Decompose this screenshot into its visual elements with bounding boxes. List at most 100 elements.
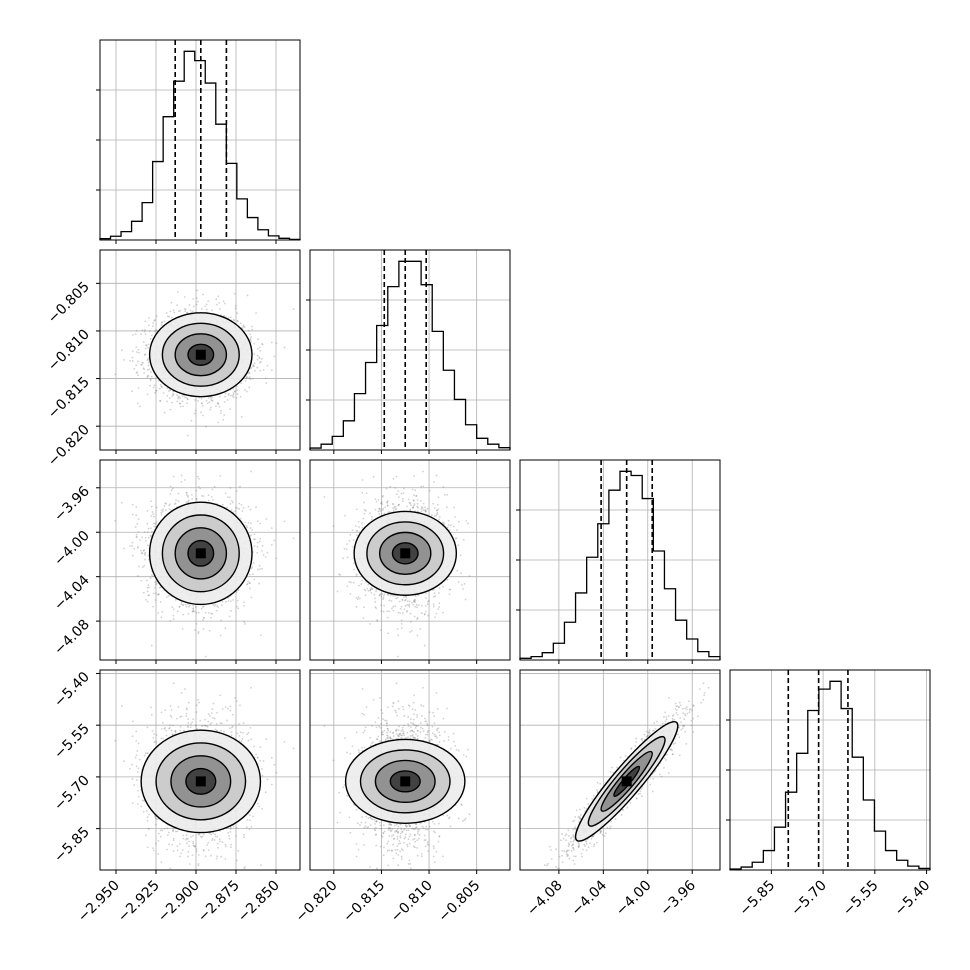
sample-point (207, 494, 210, 497)
sample-point (176, 304, 178, 307)
sample-point (154, 586, 156, 589)
sample-point (136, 371, 139, 374)
sample-point (226, 496, 229, 499)
sample-point (146, 586, 149, 589)
sample-point (207, 611, 210, 614)
sample-point (135, 514, 138, 517)
sample-point (375, 607, 378, 610)
sample-point (232, 396, 235, 399)
sample-point (292, 537, 295, 540)
sample-point (251, 566, 254, 568)
sample-point (292, 308, 295, 310)
sample-point (181, 400, 184, 403)
sample-point (259, 522, 262, 525)
sample-point (137, 374, 139, 376)
sample-point (433, 481, 435, 483)
sample-point (176, 400, 179, 403)
sample-point (244, 623, 246, 625)
sample-point (163, 504, 166, 507)
sample-point (147, 316, 150, 319)
sample-point (259, 634, 262, 637)
sample-point (146, 376, 149, 379)
panel-frame (99, 39, 301, 241)
sample-point (204, 655, 207, 658)
sample-point (187, 500, 189, 503)
sample-point (205, 425, 207, 428)
sample-point (211, 396, 214, 399)
sample-point (414, 595, 417, 598)
sample-point (248, 372, 251, 375)
y-tick-label: −0.820 (45, 422, 93, 470)
sample-point (231, 501, 234, 504)
sample-point (233, 319, 236, 322)
sample-point (159, 383, 162, 386)
sample-point (196, 289, 199, 292)
sample-point (141, 536, 144, 539)
sample-point (266, 551, 269, 554)
sample-point (261, 549, 263, 552)
sample-point (224, 395, 227, 398)
sample-point (230, 509, 233, 511)
sample-point (144, 354, 146, 356)
sample-point (224, 392, 227, 395)
sample-point (146, 531, 149, 533)
sample-point (244, 389, 246, 391)
sample-point (261, 567, 264, 570)
sample-point (179, 397, 181, 399)
sample-point (210, 616, 212, 619)
sample-point (214, 603, 217, 606)
sample-point (373, 593, 376, 596)
sample-point (144, 320, 147, 323)
sample-point (196, 300, 199, 303)
sample-point (217, 606, 219, 609)
sample-point (243, 605, 245, 607)
sample-point (182, 405, 185, 408)
sample-point (185, 491, 188, 494)
sample-point (143, 330, 146, 333)
sample-point (180, 603, 183, 606)
sample-point (167, 595, 170, 597)
sample-point (215, 405, 217, 408)
sample-point (143, 549, 146, 551)
sample-point (144, 558, 146, 561)
sample-point (195, 303, 198, 306)
sample-point (160, 512, 163, 514)
sample-point (153, 330, 156, 333)
sample-point (142, 341, 145, 343)
sample-point (210, 612, 213, 615)
sample-point (167, 390, 170, 392)
sample-point (231, 395, 234, 397)
sample-point (253, 533, 256, 536)
sample-point (190, 419, 193, 422)
sample-point (136, 360, 139, 363)
sample-point (202, 293, 205, 296)
sample-point (171, 606, 174, 609)
sample-point (236, 312, 239, 315)
sample-point (136, 523, 139, 525)
sample-point (357, 584, 360, 587)
sample-point (252, 573, 254, 576)
sample-point (177, 291, 179, 293)
sample-point (258, 346, 261, 349)
sample-point (137, 387, 140, 390)
sample-point (187, 612, 190, 615)
sample-point (273, 539, 276, 542)
sample-point (256, 347, 259, 350)
sample-point (261, 343, 264, 346)
sample-point (144, 536, 147, 539)
sample-point (146, 393, 149, 396)
sample-point (161, 510, 164, 513)
y-tick-label: −4.08 (51, 617, 93, 659)
sample-point (270, 543, 273, 546)
sample-point (420, 612, 423, 614)
sample-point (166, 400, 168, 403)
sample-point (250, 366, 252, 369)
sample-point (155, 506, 158, 509)
sample-point (168, 504, 170, 507)
sample-point (166, 596, 168, 598)
sample-point (179, 405, 182, 408)
sample-point (247, 329, 250, 332)
sample-point (256, 546, 259, 548)
sample-point (143, 531, 146, 534)
sample-point (417, 604, 420, 607)
